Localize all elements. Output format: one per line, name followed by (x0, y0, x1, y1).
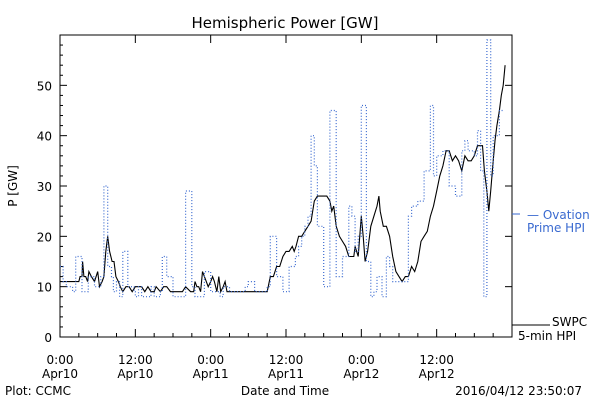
x-tick-label-date: Apr11 (268, 367, 304, 381)
x-tick-label-time: 12:00 (118, 353, 153, 367)
ovation-label-line2: Prime HPI (527, 221, 585, 235)
x-axis-label: Date and Time (241, 384, 329, 398)
x-tick-label-time: 0:00 (47, 353, 74, 367)
x-axis: 0:00Apr1012:00Apr100:00Apr1112:00Apr110:… (42, 35, 494, 381)
swpc-label-line1: SWPC (552, 315, 587, 329)
swpc-label-line2: 5-min HPI (518, 329, 576, 343)
y-tick-label: 20 (37, 230, 52, 244)
x-tick-label-date: Apr12 (343, 367, 379, 381)
x-tick-label-time: 0:00 (197, 353, 224, 367)
x-tick-label-time: 0:00 (348, 353, 375, 367)
x-tick-label-time: 12:00 (419, 353, 454, 367)
x-tick-label-date: Apr10 (117, 367, 153, 381)
x-tick-label-date: Apr11 (193, 367, 229, 381)
y-tick-label: 10 (37, 281, 52, 295)
x-tick-label-date: Apr10 (42, 367, 78, 381)
y-tick-label: 30 (37, 180, 52, 194)
footer-timestamp: 2016/04/12 23:50:07 (455, 384, 582, 398)
y-axis: 0 10 20 30 40 50 (37, 44, 512, 345)
series-layer (60, 39, 506, 298)
y-tick-label: 50 (37, 79, 52, 93)
x-tick-label-date: Apr12 (419, 367, 455, 381)
chart-title: Hemispheric Power [GW] (192, 14, 379, 32)
y-tick-label: 40 (37, 130, 52, 144)
series-line-ovation (60, 39, 503, 298)
series-line-swpc (60, 65, 506, 294)
footer-credit: Plot: CCMC (5, 384, 71, 398)
y-tick-label: 0 (44, 331, 52, 345)
x-tick-label-time: 12:00 (269, 353, 304, 367)
ovation-label-line1: — Ovation (527, 208, 590, 222)
y-axis-label: P [GW] (6, 165, 20, 207)
